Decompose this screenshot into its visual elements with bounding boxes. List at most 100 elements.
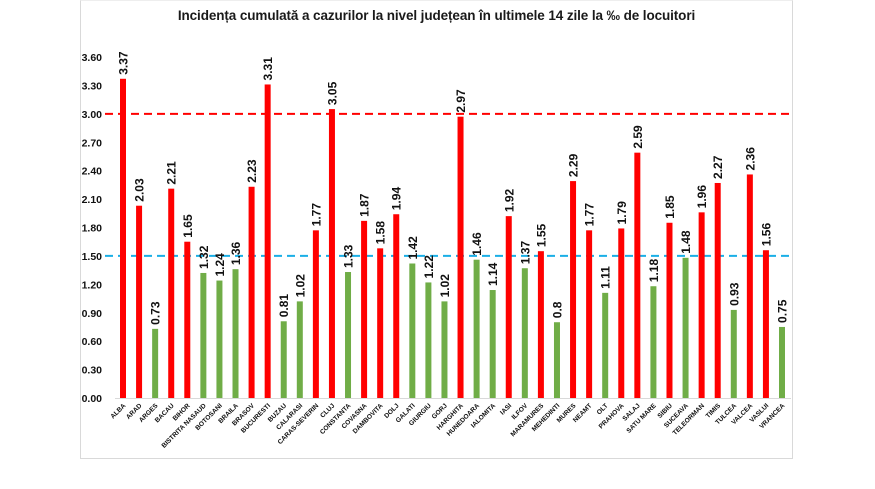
bar-neamt	[586, 230, 593, 398]
chart-title: Incidența cumulată a cazurilor la nivel …	[177, 8, 696, 23]
y-tick-label: 3.00	[82, 109, 103, 121]
data-label: 0.8	[550, 301, 564, 318]
bar-gorj	[441, 301, 448, 398]
data-label: 1.96	[695, 185, 709, 209]
data-label: 1.79	[615, 201, 629, 225]
bar-galati	[409, 263, 416, 398]
data-labels: 3.37 2.03 0.73 2.21 1.651.32 1.24 1.36 2.23 3.31…	[117, 51, 790, 325]
data-label: 1.14	[486, 262, 500, 286]
bar-arad	[136, 205, 143, 398]
y-tick-label: 1.50	[82, 251, 103, 263]
data-label: 1.33	[342, 244, 356, 268]
y-tick-label: 0.30	[82, 365, 103, 377]
data-label: 1.65	[181, 214, 195, 238]
y-tick-label: 3.60	[82, 52, 103, 64]
y-tick-label: 2.70	[82, 137, 103, 149]
bar-cluj	[328, 109, 335, 398]
x-tick-label: ALBA	[110, 402, 128, 420]
bar-brasov	[248, 186, 255, 398]
data-label: 3.31	[261, 57, 275, 81]
data-label: 0.73	[149, 301, 163, 325]
chart-frame	[80, 0, 793, 459]
y-tick-label: 1.80	[82, 223, 103, 235]
data-label: 1.85	[663, 195, 677, 219]
data-label: 1.58	[374, 221, 388, 245]
data-label: 2.29	[567, 153, 581, 177]
bar-mures	[570, 181, 577, 398]
data-label: 2.59	[631, 125, 645, 149]
bar-constanta	[345, 272, 352, 398]
data-label: 1.92	[502, 188, 516, 212]
data-label: 2.36	[743, 147, 757, 171]
data-label: 2.97	[454, 89, 468, 113]
data-label: 1.11	[599, 266, 613, 289]
y-tick-label: 1.20	[82, 279, 103, 291]
data-label: 1.32	[197, 245, 211, 269]
data-label: 2.03	[133, 178, 147, 202]
bar-vaslui	[762, 250, 769, 398]
data-label: 1.56	[759, 223, 773, 247]
data-label: 1.24	[213, 253, 227, 277]
bar-maramures	[537, 251, 544, 398]
bar-prahova	[618, 228, 625, 398]
data-label: 2.27	[711, 155, 725, 179]
data-label: 1.02	[438, 274, 452, 298]
data-label: 1.77	[583, 203, 597, 227]
bar-hunedoara	[473, 259, 480, 398]
bar-giurgiu	[425, 282, 432, 398]
data-label: 1.87	[358, 193, 372, 217]
data-label: 1.02	[293, 274, 307, 298]
bar-timis	[714, 182, 721, 398]
data-label: 1.18	[647, 259, 661, 283]
bar-ilfov	[521, 268, 528, 398]
data-label: 0.81	[277, 294, 291, 318]
bar-dolj	[393, 214, 400, 398]
bar-valcea	[746, 174, 753, 398]
bar-olt	[602, 292, 609, 398]
bar-ialomita	[489, 290, 496, 398]
bar-salaj	[634, 152, 641, 398]
data-label: 1.55	[534, 223, 548, 247]
bar-covasna	[361, 220, 368, 398]
bar-satu-mare	[650, 286, 657, 398]
y-axis-ticks: 0.00 0.30 0.60 0.90 1.20 1.50 1.80 2.10 2.40 2.70…	[82, 52, 103, 405]
bar-bucuresti	[264, 84, 271, 398]
bar-iasi	[505, 216, 512, 398]
bar-teleorman	[698, 212, 705, 398]
data-label: 1.48	[679, 230, 693, 254]
bar-buzau	[280, 321, 287, 398]
data-label: 0.75	[776, 299, 790, 323]
bar-vrancea	[779, 326, 785, 398]
data-label: 1.22	[422, 255, 436, 279]
bar-dambovita	[377, 248, 384, 398]
data-label: 0.93	[727, 282, 741, 306]
data-label: 3.37	[117, 51, 131, 75]
bar-caras-severin	[312, 230, 319, 398]
data-label: 1.94	[390, 187, 404, 211]
bar-suceava	[682, 257, 689, 398]
data-label: 1.42	[406, 236, 420, 260]
y-tick-label: 0.60	[82, 336, 103, 348]
y-tick-label: 0.90	[82, 308, 103, 320]
bar-bistrita-nasaud	[200, 272, 207, 398]
y-tick-label: 2.10	[82, 194, 103, 206]
data-label: 1.37	[518, 241, 532, 265]
bar-mehedinti	[553, 322, 560, 398]
bar-alba	[120, 78, 126, 399]
data-label: 1.46	[470, 232, 484, 256]
data-label: 1.36	[229, 241, 243, 265]
data-label: 2.21	[165, 161, 179, 185]
bar-sibiu	[666, 222, 673, 398]
bar-bacau	[168, 188, 175, 398]
bar-bihor	[184, 241, 191, 398]
data-label: 1.77	[309, 203, 323, 227]
y-tick-label: 3.30	[82, 80, 103, 92]
bars	[120, 78, 785, 399]
bar-botosani	[216, 280, 223, 398]
bar-arges	[152, 328, 159, 398]
y-tick-label: 2.40	[82, 166, 103, 178]
bar-calarasi	[296, 301, 303, 398]
bar-tulcea	[730, 309, 737, 398]
